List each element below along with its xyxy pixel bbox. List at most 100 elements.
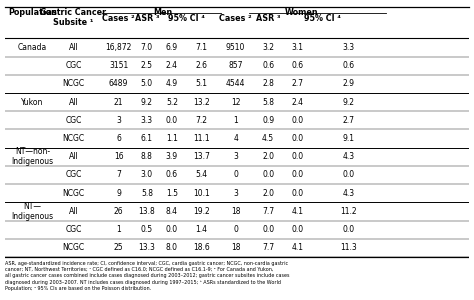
Text: 1: 1 — [233, 116, 238, 125]
Text: 0.6: 0.6 — [292, 61, 303, 70]
Text: 7.0: 7.0 — [141, 43, 153, 52]
Text: 9510: 9510 — [226, 43, 245, 52]
Text: 0.6: 0.6 — [166, 170, 178, 179]
Text: 0.6: 0.6 — [262, 61, 274, 70]
Text: 9: 9 — [116, 189, 121, 198]
Text: 6.9: 6.9 — [166, 43, 178, 52]
Text: Men: Men — [153, 8, 173, 17]
Text: 2.8: 2.8 — [262, 79, 274, 88]
Text: 0.0: 0.0 — [292, 189, 303, 198]
Text: 4.1: 4.1 — [292, 207, 303, 216]
Text: 857: 857 — [228, 61, 243, 70]
Text: 25: 25 — [114, 243, 123, 252]
Text: 11.3: 11.3 — [340, 243, 357, 252]
Text: CGC: CGC — [65, 225, 82, 234]
Text: CGC: CGC — [65, 170, 82, 179]
Text: 0: 0 — [233, 225, 238, 234]
Text: 0.0: 0.0 — [342, 225, 355, 234]
Text: 9.2: 9.2 — [141, 98, 153, 106]
Text: 3.9: 3.9 — [166, 152, 178, 161]
Text: NT—
Indigenous: NT— Indigenous — [11, 202, 54, 221]
Text: 0.0: 0.0 — [292, 134, 303, 143]
Text: NCGC: NCGC — [63, 134, 84, 143]
Text: 2.7: 2.7 — [292, 79, 303, 88]
Text: 2.7: 2.7 — [343, 116, 355, 125]
Text: 0.0: 0.0 — [166, 225, 178, 234]
Text: Canada: Canada — [18, 43, 47, 52]
Text: Gastric Cancer
Subsite ¹: Gastric Cancer Subsite ¹ — [40, 8, 107, 27]
Text: 3: 3 — [233, 152, 238, 161]
Text: NCGC: NCGC — [63, 79, 84, 88]
Text: 0.0: 0.0 — [292, 116, 303, 125]
Text: 3151: 3151 — [109, 61, 128, 70]
Text: 4.3: 4.3 — [342, 189, 355, 198]
Text: 3: 3 — [233, 189, 238, 198]
Text: 13.2: 13.2 — [193, 98, 210, 106]
Text: 1.5: 1.5 — [166, 189, 178, 198]
Text: 18: 18 — [231, 243, 240, 252]
Text: 4: 4 — [233, 134, 238, 143]
Text: 2.0: 2.0 — [262, 152, 274, 161]
Text: 2.9: 2.9 — [343, 79, 355, 88]
Text: Women: Women — [285, 8, 319, 17]
Text: Cases ²: Cases ² — [219, 14, 252, 23]
Text: 6: 6 — [116, 134, 121, 143]
Text: 16: 16 — [114, 152, 123, 161]
Text: 0.0: 0.0 — [262, 225, 274, 234]
Text: 5.0: 5.0 — [141, 79, 153, 88]
Text: 0: 0 — [233, 170, 238, 179]
Text: 3: 3 — [116, 116, 121, 125]
Text: 4.3: 4.3 — [342, 152, 355, 161]
Text: 0.6: 0.6 — [342, 61, 355, 70]
Text: NT—non-
Indigenous: NT—non- Indigenous — [11, 147, 54, 167]
Text: 11.1: 11.1 — [193, 134, 210, 143]
Text: 5.8: 5.8 — [141, 189, 153, 198]
Text: All: All — [69, 207, 78, 216]
Text: 12: 12 — [231, 98, 240, 106]
Text: 18.6: 18.6 — [193, 243, 210, 252]
Text: 3.3: 3.3 — [141, 116, 153, 125]
Text: 3.0: 3.0 — [141, 170, 153, 179]
Text: 5.2: 5.2 — [166, 98, 178, 106]
Text: 1: 1 — [116, 225, 121, 234]
Text: 0.0: 0.0 — [292, 170, 303, 179]
Text: 1.4: 1.4 — [195, 225, 207, 234]
Text: 4.9: 4.9 — [166, 79, 178, 88]
Text: NCGC: NCGC — [63, 243, 84, 252]
Text: 5.8: 5.8 — [262, 98, 274, 106]
Text: 8.4: 8.4 — [166, 207, 178, 216]
Text: 18: 18 — [231, 207, 240, 216]
Text: 4544: 4544 — [226, 79, 246, 88]
Text: 13.7: 13.7 — [193, 152, 210, 161]
Text: 5.1: 5.1 — [195, 79, 207, 88]
Text: 7.7: 7.7 — [262, 243, 274, 252]
Text: 19.2: 19.2 — [193, 207, 210, 216]
Text: 3.2: 3.2 — [262, 43, 274, 52]
Text: All: All — [69, 98, 78, 106]
Text: 7.7: 7.7 — [262, 207, 274, 216]
Text: CGC: CGC — [65, 61, 82, 70]
Text: 13.3: 13.3 — [138, 243, 155, 252]
Text: 0.5: 0.5 — [141, 225, 153, 234]
Text: 7.2: 7.2 — [195, 116, 207, 125]
Text: All: All — [69, 43, 78, 52]
Text: 0.0: 0.0 — [262, 170, 274, 179]
Text: 26: 26 — [114, 207, 123, 216]
Text: 7: 7 — [116, 170, 121, 179]
Text: 2.5: 2.5 — [141, 61, 153, 70]
Text: 6.1: 6.1 — [141, 134, 153, 143]
Text: 1.1: 1.1 — [166, 134, 178, 143]
Text: 11.2: 11.2 — [340, 207, 357, 216]
Text: 6489: 6489 — [109, 79, 128, 88]
Text: 0.0: 0.0 — [292, 225, 303, 234]
Text: 3.3: 3.3 — [342, 43, 355, 52]
Text: ASR ³: ASR ³ — [135, 14, 159, 23]
Text: Population: Population — [8, 8, 57, 17]
Text: 9.1: 9.1 — [343, 134, 355, 143]
Text: ASR ³: ASR ³ — [256, 14, 281, 23]
Text: 4.1: 4.1 — [292, 243, 303, 252]
Text: 3.1: 3.1 — [292, 43, 303, 52]
Text: All: All — [69, 152, 78, 161]
Text: 0.0: 0.0 — [342, 170, 355, 179]
Text: CGC: CGC — [65, 116, 82, 125]
